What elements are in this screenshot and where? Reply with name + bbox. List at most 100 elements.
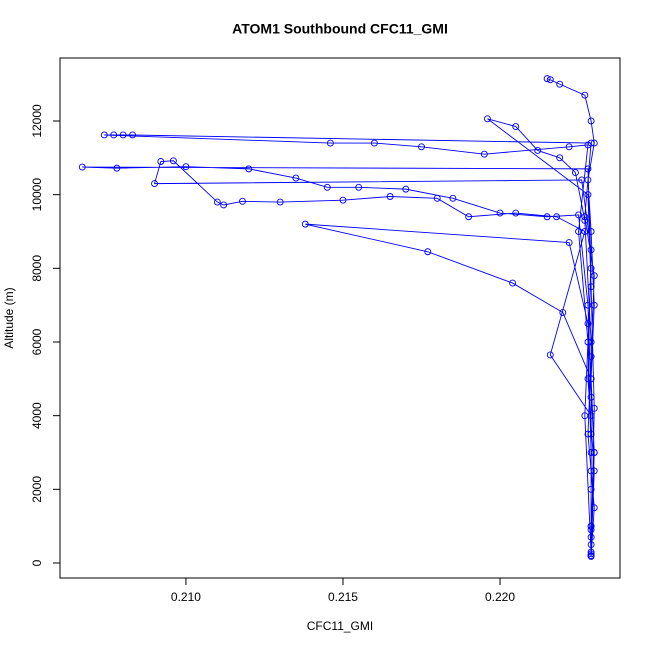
data-point [546, 76, 554, 84]
chart-title: ATOM1 Southbound CFC11_GMI [232, 21, 448, 37]
y-tick-label: 0 [30, 559, 44, 566]
data-point [587, 550, 595, 558]
data-point [113, 164, 121, 172]
data-point [584, 141, 592, 149]
data-point [355, 183, 363, 191]
data-point [543, 213, 551, 221]
data-point [590, 139, 598, 147]
data-point [496, 209, 504, 217]
data-point [587, 412, 595, 420]
data-point [587, 467, 595, 475]
data-point [556, 154, 564, 162]
data-point [584, 301, 592, 309]
data-point [110, 131, 118, 139]
data-point [119, 131, 127, 139]
data-point [581, 216, 589, 224]
data-point [584, 338, 592, 346]
data-point [370, 139, 378, 147]
data-point [584, 165, 592, 173]
y-axis-label: Altitude (m) [2, 287, 16, 348]
data-point [575, 211, 582, 219]
data-point [584, 320, 592, 328]
data-point [449, 194, 457, 202]
data-point [587, 541, 595, 549]
data-point [556, 80, 564, 88]
data-point [512, 123, 520, 130]
data-point [565, 143, 573, 151]
data-point [565, 239, 573, 246]
data-point [402, 185, 410, 193]
data-point [78, 163, 86, 171]
data-point [480, 150, 488, 158]
data-point [151, 180, 158, 188]
y-tick-label: 12000 [30, 104, 44, 138]
data-point [543, 75, 551, 83]
data-point [587, 117, 595, 125]
data-point [581, 91, 589, 99]
data-point [578, 176, 586, 184]
y-tick-label: 4000 [30, 402, 44, 429]
data-point [292, 174, 300, 182]
data-point [584, 430, 592, 438]
data-point [590, 467, 598, 475]
data-point [546, 351, 554, 359]
data-point [484, 115, 491, 123]
data-point [587, 375, 595, 383]
data-point [182, 163, 190, 171]
data-point [553, 213, 561, 221]
data-point [587, 353, 595, 361]
data-line [82, 78, 595, 557]
data-point [512, 209, 520, 217]
data-point [590, 449, 598, 456]
data-point [587, 338, 595, 346]
data-point [509, 279, 517, 287]
data-point [587, 430, 595, 438]
data-point [433, 194, 441, 202]
data-point [590, 504, 598, 512]
data-point [587, 548, 595, 556]
data-point [323, 183, 331, 191]
data-point [424, 248, 432, 256]
data-point [587, 393, 595, 401]
y-tick-label: 6000 [30, 328, 44, 355]
data-point [169, 157, 177, 165]
plot-frame [59, 57, 621, 579]
data-point [584, 375, 592, 383]
data-point [581, 228, 589, 235]
x-tick-label: 0.220 [485, 590, 515, 604]
data-point [590, 404, 598, 412]
data-point [220, 201, 228, 209]
data-point [587, 526, 595, 534]
data-point [465, 213, 473, 221]
data-point [559, 309, 567, 316]
y-tick-label: 10000 [30, 178, 44, 212]
data-point [239, 197, 246, 205]
data-point [587, 283, 595, 291]
data-point [590, 272, 598, 280]
data-point [587, 449, 595, 456]
data-point [587, 522, 595, 530]
x-axis-label: CFC11_GMI [307, 619, 373, 633]
data-point [587, 264, 595, 272]
x-tick-label: 0.210 [171, 590, 201, 604]
data-point [301, 220, 309, 228]
data-point [326, 139, 334, 147]
data-point [386, 193, 394, 200]
data-point [100, 131, 108, 139]
data-point [587, 485, 595, 493]
data-point [157, 158, 165, 165]
data-point [584, 191, 592, 199]
data-point [571, 169, 579, 177]
data-point [129, 131, 137, 139]
x-tick-label: 0.215 [328, 590, 358, 604]
data-point [587, 552, 595, 560]
data-point [587, 533, 595, 541]
data-point [245, 165, 253, 173]
data-point [418, 143, 425, 151]
y-tick-label: 8000 [30, 255, 44, 282]
data-point [587, 246, 595, 254]
data-point [339, 196, 347, 204]
data-point [276, 198, 284, 206]
data-point [534, 147, 542, 154]
